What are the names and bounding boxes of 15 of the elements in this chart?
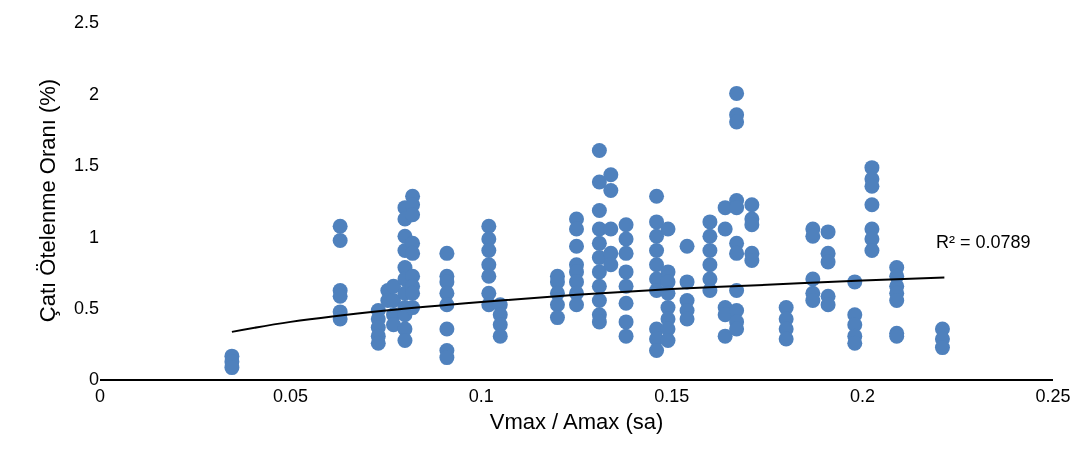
y-tick-label: 2 bbox=[88, 83, 99, 104]
x-tick-label: 0.25 bbox=[1035, 386, 1071, 407]
y-tick-label: 0.5 bbox=[73, 297, 99, 318]
y-tick-label: 1.5 bbox=[73, 155, 99, 176]
x-tick-label: 0.15 bbox=[654, 386, 690, 407]
x-tick-label: 0.2 bbox=[849, 386, 875, 407]
y-tick-label: 2.5 bbox=[73, 12, 99, 33]
y-tick-label: 0 bbox=[88, 369, 99, 390]
x-tick-label: 0.05 bbox=[273, 386, 309, 407]
x-axis-title: Vmax / Amax (sa) bbox=[489, 408, 664, 434]
annotation: R² = 0.0789 bbox=[936, 232, 1031, 252]
y-tick-label: 1 bbox=[88, 226, 99, 247]
line-series bbox=[230, 276, 946, 333]
x-tick-label: 0.1 bbox=[468, 386, 494, 407]
y-axis-title: Çatı Ötelenme Oranı (%) bbox=[34, 78, 60, 323]
